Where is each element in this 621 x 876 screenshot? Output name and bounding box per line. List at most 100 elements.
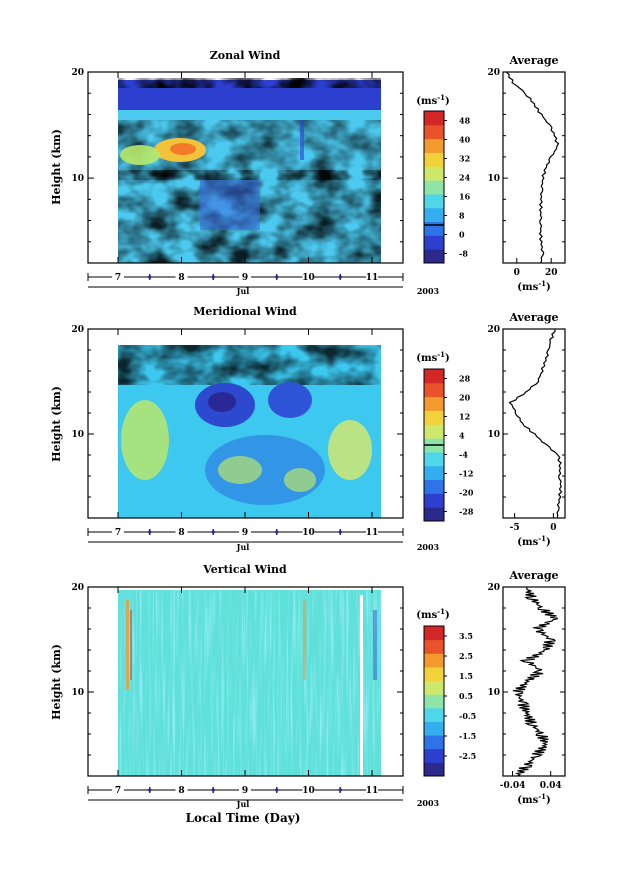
meridional-year: 2003 — [417, 542, 440, 552]
colorbar-swatch — [424, 235, 444, 250]
colorbar-tick-label: 3.5 — [459, 631, 473, 641]
colorbar-swatch — [424, 410, 444, 425]
colorbar-swatch — [424, 479, 444, 494]
x-tick-label: 10 — [302, 273, 315, 283]
average-y-tick: 20 — [487, 325, 500, 335]
average-title: Average — [508, 311, 558, 324]
colorbar-swatch — [424, 249, 444, 264]
colorbar-swatch — [424, 639, 444, 654]
colorbar-tick-label: 8 — [459, 211, 465, 221]
colorbar-swatch — [424, 653, 444, 668]
colorbar-tick-label: 4 — [459, 431, 465, 441]
colorbar-tick-label: 40 — [459, 135, 471, 145]
colorbar-tick-label: -28 — [459, 507, 474, 517]
average-title: Average — [508, 569, 558, 582]
x-tick-label: 8 — [178, 786, 184, 796]
panel-title-zonal: Zonal Wind — [210, 49, 281, 62]
y-tick-label: 20 — [71, 325, 84, 335]
y-tick-label: 20 — [71, 68, 84, 78]
y-tick-label: 10 — [71, 688, 84, 698]
meridional-cbar-unit: (ms-1) — [416, 350, 449, 364]
colorbar-tick-label: -20 — [459, 488, 474, 498]
zonal-month: Jul — [236, 286, 250, 296]
x-axis-label: Local Time (Day) — [186, 811, 301, 825]
colorbar-swatch — [424, 221, 444, 236]
colorbar-swatch — [424, 707, 444, 722]
colorbar-swatch — [424, 762, 444, 777]
panel-vertical: Vertical Wind 10 20 7 8 9 10 11 Height (km) Ju… — [50, 563, 566, 825]
colorbar-swatch — [424, 382, 444, 398]
zonal-cbar-unit: (ms-1) — [416, 93, 449, 107]
x-tick-label: 7 — [115, 528, 121, 538]
vertical-ylabel: Height (km) — [50, 644, 63, 720]
colorbar-swatch — [424, 748, 444, 763]
x-tick-label: 9 — [242, 786, 248, 796]
colorbar-tick-label: 48 — [459, 116, 471, 126]
meridional-field — [118, 345, 381, 518]
average-unit: (ms-1) — [517, 279, 550, 293]
colorbar-tick-label: 32 — [459, 154, 470, 164]
vertical-axes: 10 20 7 8 9 10 11 — [71, 583, 404, 801]
colorbar-tick-label: -1.5 — [459, 731, 476, 741]
colorbar-tick-label: 28 — [459, 374, 471, 384]
colorbar-tick-label: -4 — [459, 450, 468, 460]
colorbar-tick-label: -2.5 — [459, 751, 476, 761]
colorbar-swatch — [424, 369, 444, 384]
colorbar-tick-label: -0.5 — [459, 711, 476, 721]
x-tick-label: 9 — [242, 273, 248, 283]
x-tick-label: 7 — [115, 273, 121, 283]
panel-zonal: Zonal Wind 10 20 7 8 9 10 11 Height (km) Jul 2… — [50, 49, 566, 296]
x-tick-label: 11 — [366, 273, 379, 283]
x-tick-label: 11 — [366, 786, 379, 796]
colorbar-tick-label: 0.5 — [459, 691, 473, 701]
x-tick-label: 10 — [302, 528, 315, 538]
average-y-tick: 10 — [487, 688, 500, 698]
average-profile-line — [508, 329, 563, 519]
colorbar-swatch — [424, 451, 444, 467]
colorbar-tick-label: 16 — [459, 192, 471, 202]
zonal-year: 2003 — [417, 286, 440, 296]
panel-title-meridional: Meridional Wind — [193, 305, 297, 318]
colorbar-swatch — [424, 124, 444, 140]
colorbar-swatch — [424, 180, 444, 195]
x-tick-label: 11 — [366, 528, 379, 538]
vertical-colorbar: 3.5 2.5 1.5 0.5 -0.5 -1.5 -2.5 — [423, 625, 476, 777]
zonal-ylabel: Height (km) — [50, 129, 63, 205]
average-profile-line — [512, 587, 559, 777]
meridional-average-panel: Average 10 20 -5 0(ms-1) — [487, 311, 566, 548]
colorbar-swatch — [424, 396, 444, 411]
average-title: Average — [508, 54, 558, 67]
colorbar-swatch — [424, 138, 444, 153]
colorbar-swatch — [424, 507, 444, 522]
average-x-tick: 20 — [545, 268, 558, 278]
x-tick-label: 7 — [115, 786, 121, 796]
average-y-tick: 10 — [487, 430, 500, 440]
average-x-tick: -5 — [510, 523, 520, 533]
colorbar-swatch — [424, 694, 444, 709]
x-tick-label: 8 — [178, 273, 184, 283]
colorbar-swatch — [424, 666, 444, 682]
colorbar-tick-label: 24 — [459, 173, 471, 183]
y-tick-label: 10 — [71, 174, 84, 184]
colorbar-swatch — [424, 166, 444, 181]
colorbar-swatch — [424, 493, 444, 508]
average-x-tick: 0 — [550, 523, 556, 533]
meridional-month: Jul — [236, 542, 250, 552]
colorbar-tick-label: -8 — [459, 249, 468, 259]
colorbar-swatch — [424, 721, 444, 736]
x-tick-label: 10 — [302, 786, 315, 796]
average-y-tick: 20 — [487, 583, 500, 593]
colorbar-tick-label: 20 — [459, 393, 471, 403]
colorbar-swatch — [424, 193, 444, 209]
zonal-axes: 10 20 7 8 9 10 11 — [71, 68, 404, 288]
vertical-cbar-unit: (ms-1) — [416, 607, 449, 621]
average-x-tick: 0 — [514, 268, 520, 278]
colorbar-swatch — [424, 735, 444, 750]
colorbar-swatch — [424, 111, 444, 126]
y-tick-label: 10 — [71, 430, 84, 440]
colorbar-swatch — [424, 465, 444, 481]
colorbar-tick-label: 12 — [459, 412, 470, 422]
